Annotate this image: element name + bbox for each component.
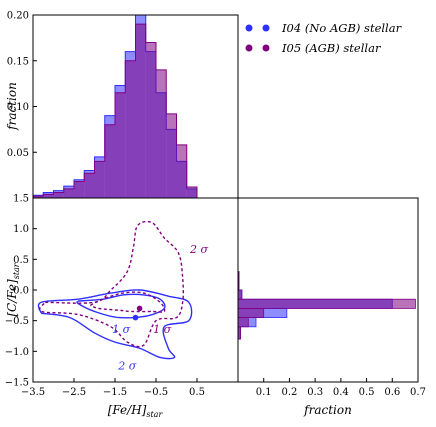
main-y-ticks: −1.5 −1.0 −0.5 0.0 0.5 1.0 1.5 (5, 194, 37, 389)
top-y-axis-label: fraction (5, 82, 19, 131)
main-x-tick-label: −3.5 (21, 387, 45, 398)
contour-i05-agb-stellar-2-sigma (38, 220, 184, 348)
main-x-axis-label: [Fe/H]star (108, 403, 164, 419)
contour-label: 2 σ (117, 360, 136, 373)
main-y-tick-label: 1.5 (13, 194, 29, 205)
contour-i04-no-agb-stellar-2-sigma (37, 289, 193, 360)
top-histogram-panel: 0.05 0.10 0.15 0.20 fraction (5, 11, 239, 199)
main-x-tick-label: −0.5 (144, 387, 168, 398)
right-x-tick-label: 0.7 (410, 387, 426, 398)
legend-marker-i05 (262, 44, 270, 52)
right-x-axis-label: fraction (303, 403, 352, 417)
top-bar-i05-agb-stellar (176, 144, 187, 198)
top-bar-i05-agb-stellar (186, 187, 197, 198)
top-bar-i05-agb-stellar (135, 24, 146, 199)
right-bar-i05-agb-stellar (237, 298, 416, 309)
right-x-ticks: 0.1 0.2 0.3 0.4 0.5 0.6 0.7 (256, 378, 426, 398)
right-x-tick-label: 0.6 (384, 387, 400, 398)
legend-label-i04: I04 (No AGB) stellar (281, 21, 403, 35)
top-bar-i05-agb-stellar (84, 173, 95, 198)
legend-marker-i05 (245, 44, 253, 52)
main-x-tick-label: −1.5 (103, 387, 127, 398)
main-y-axis-label: [C/Fe]star (5, 262, 21, 316)
right-panel-frame (237, 197, 419, 383)
legend-marker-i04 (245, 24, 253, 32)
top-bar-i05-agb-stellar (63, 188, 74, 198)
top-bar-i05-agb-stellar (115, 92, 126, 198)
top-y-tick-label: 0.05 (7, 148, 29, 159)
main-median-points (132, 305, 143, 321)
right-x-tick-label: 0.1 (256, 387, 272, 398)
right-x-tick-label: 0.4 (333, 387, 349, 398)
legend: I04 (No AGB) stellar I05 (AGB) stellar (245, 21, 403, 55)
top-bar-i05-agb-stellar (33, 196, 44, 198)
contour-i05-agb-stellar-1-sigma (90, 291, 166, 313)
main-y-tick-label: −1.5 (5, 378, 29, 389)
median-point-i04-no-agb-stellar (132, 314, 139, 321)
contour-i04-no-agb-stellar-1-sigma (76, 293, 166, 319)
top-bar-i05-agb-stellar (145, 42, 156, 199)
right-bar-i05-agb-stellar (237, 289, 243, 300)
right-x-tick-label: 0.5 (359, 387, 375, 398)
legend-label-i05: I05 (AGB) stellar (281, 41, 382, 55)
main-y-tick-label: −1.0 (5, 347, 29, 358)
right-x-tick-label: 0.3 (307, 387, 323, 398)
main-x-ticks: −3.5 −2.5 −1.5 −0.5 0.5 (21, 378, 205, 398)
main-y-tick-label: 0.0 (13, 286, 29, 297)
right-histogram-panel: 0.1 0.2 0.3 0.4 0.5 0.6 0.7 fraction (237, 197, 426, 417)
right-bar-i05-agb-stellar (237, 317, 249, 328)
top-y-tick-label: 0.15 (7, 56, 29, 67)
top-histogram-bars (32, 14, 208, 199)
main-contour-labels: 2 σ 1 σ 1 σ 2 σ (112, 243, 208, 373)
top-outline-i05-agb-stellar (32, 23, 208, 199)
contour-label: 2 σ (189, 243, 208, 256)
main-contours (37, 220, 193, 360)
right-x-tick-label: 0.2 (281, 387, 297, 398)
top-bar-i05-agb-stellar (94, 161, 105, 198)
top-bar-i05-agb-stellar (125, 60, 136, 198)
main-y-tick-label: 1.0 (13, 224, 29, 235)
median-point-i05-agb-stellar (136, 305, 143, 312)
top-bar-i05-agb-stellar (74, 181, 85, 198)
main-x-tick-label: 0.5 (189, 387, 205, 398)
contour-label: 1 σ (112, 323, 130, 336)
top-bar-i05-agb-stellar (156, 69, 167, 199)
main-x-tick-label: −2.5 (62, 387, 86, 398)
contour-label: 1 σ (153, 323, 171, 336)
top-y-tick-label: 0.10 (7, 102, 29, 113)
legend-marker-i04 (262, 24, 270, 32)
top-y-tick-label: 0.20 (7, 11, 29, 22)
top-bar-i05-agb-stellar (53, 192, 64, 198)
top-y-ticks: 0.05 0.10 0.15 0.20 (7, 11, 37, 159)
top-bar-i05-agb-stellar (166, 113, 177, 198)
right-bar-i05-agb-stellar (237, 307, 265, 318)
main-y-tick-label: −0.5 (5, 316, 29, 327)
top-bar-i05-agb-stellar (43, 194, 54, 198)
right-histogram-bars (237, 271, 416, 340)
main-y-tick-label: 0.5 (13, 255, 29, 266)
top-bar-i05-agb-stellar (104, 124, 115, 198)
